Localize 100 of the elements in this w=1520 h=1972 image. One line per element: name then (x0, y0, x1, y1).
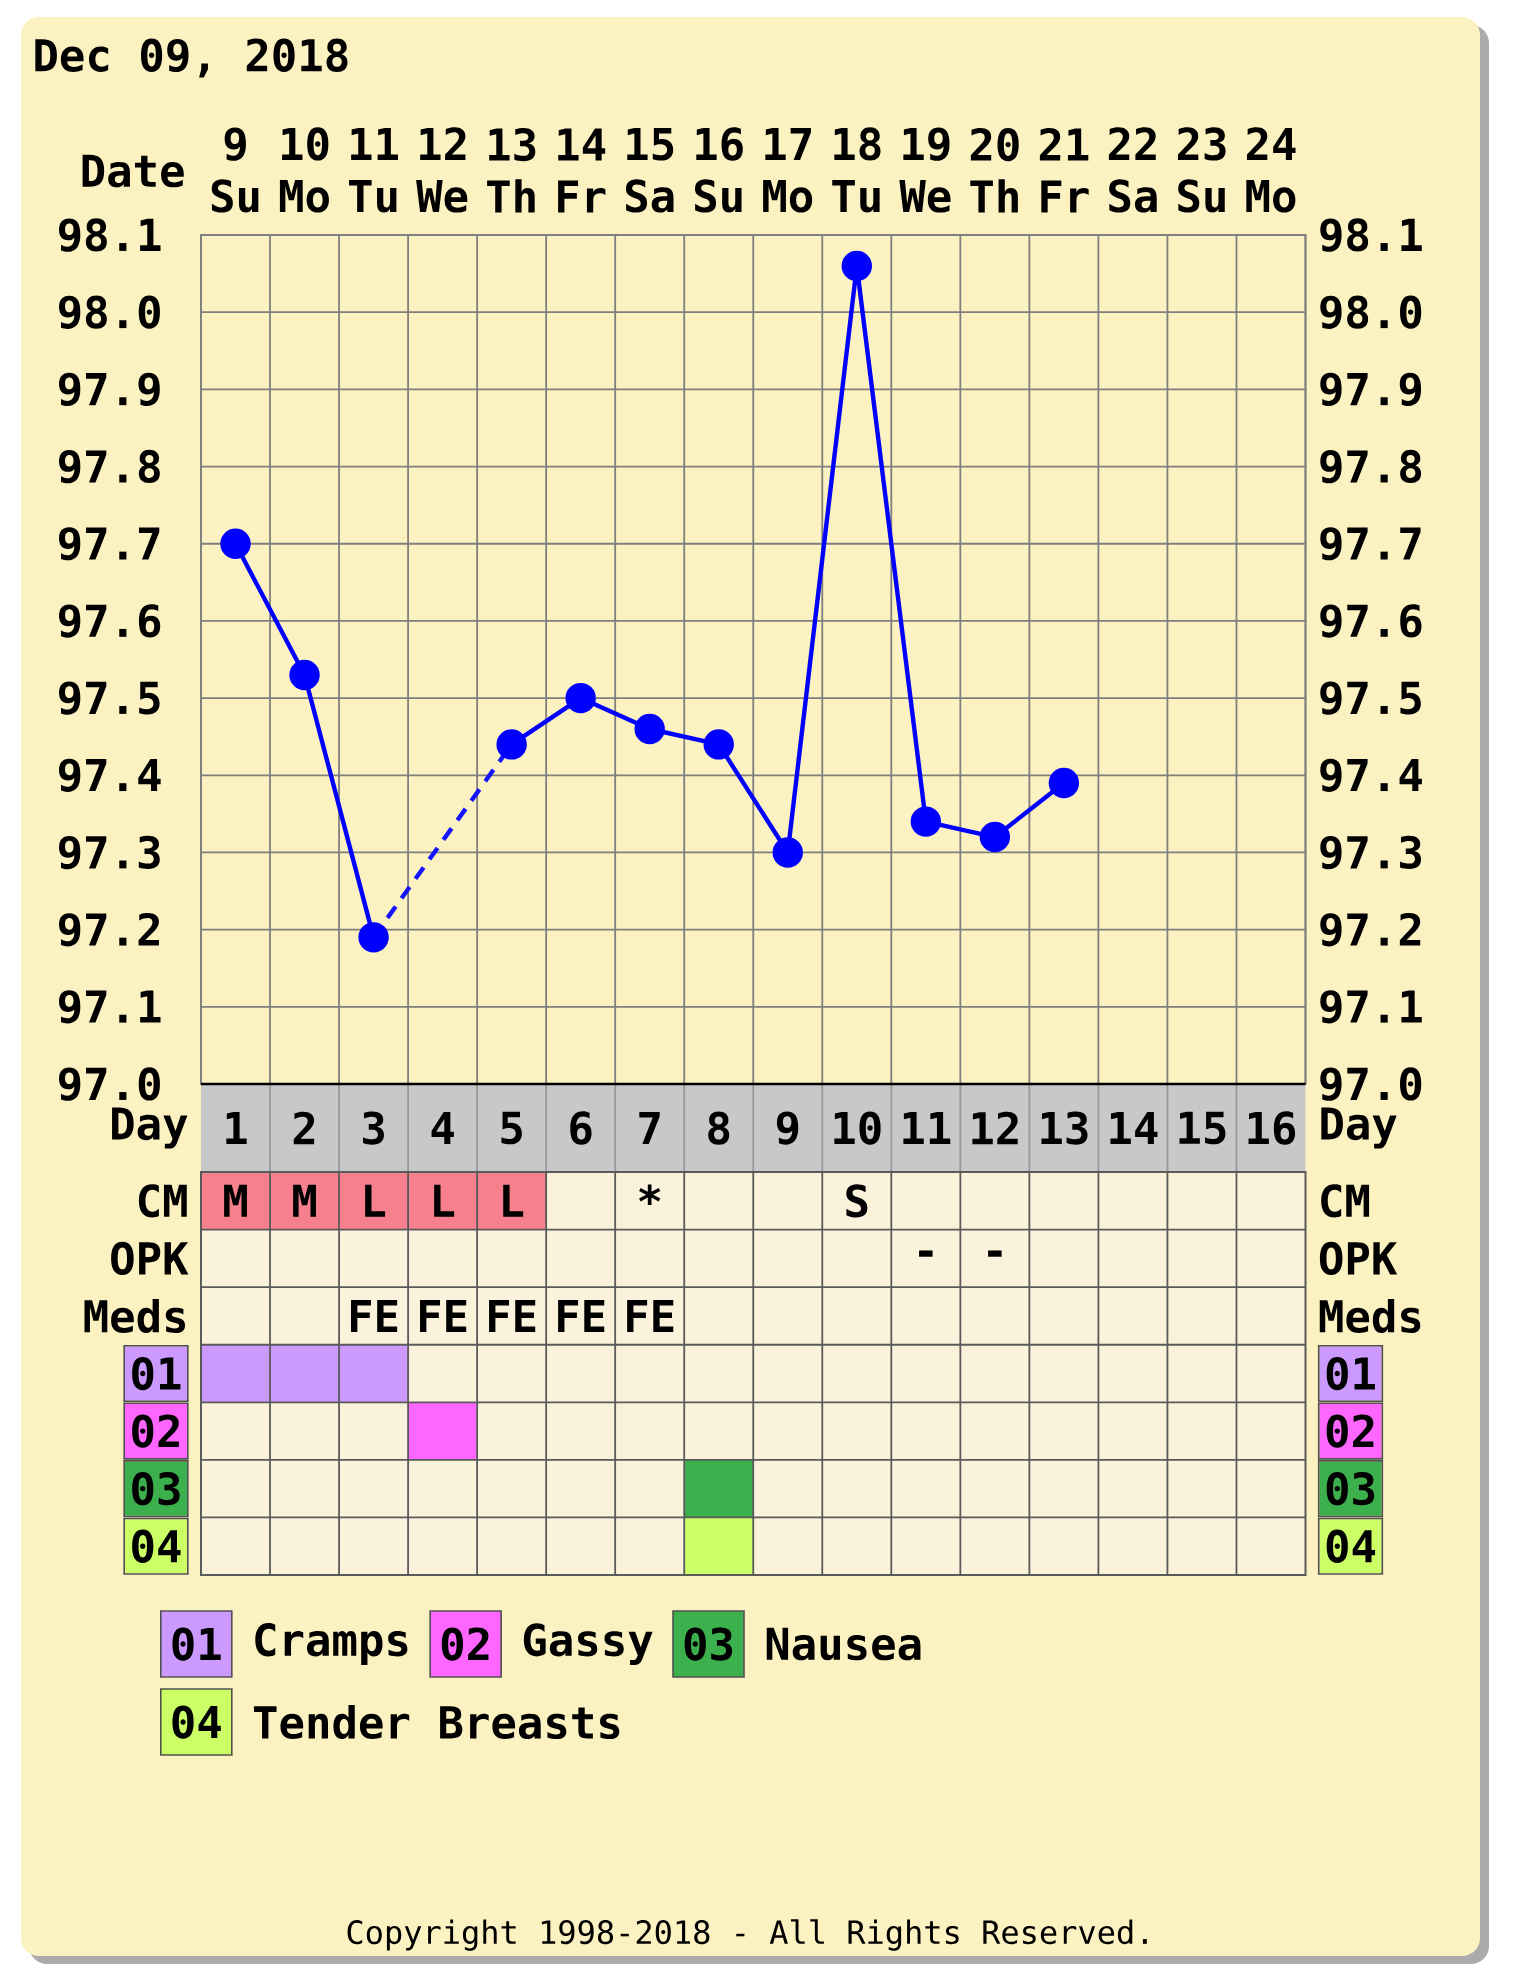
x-tick-label: 7 (639, 1111, 660, 1145)
text: FE (627, 1299, 674, 1332)
text: * (639, 1184, 661, 1205)
y2-tick-label: CM (1321, 1184, 1370, 1218)
x-tick-label: 9 (776, 1111, 799, 1145)
y-tick-label: OPK (111, 1241, 189, 1276)
y2-tick-label: 97.6 (1320, 604, 1422, 638)
x-tick-label: 22 Sa (1108, 127, 1157, 213)
x-tick-label: 24 Mo (1246, 127, 1296, 213)
y-tick-label: 03 (132, 1472, 180, 1506)
y-tick-label: 97.8 (59, 449, 160, 484)
x-tick-label: 21 Fr (1039, 127, 1089, 213)
text: FE (489, 1299, 536, 1332)
point (220, 528, 251, 559)
y2-tick-label: Meds (1319, 1298, 1421, 1333)
y2-tick-label: 97.8 (1320, 449, 1422, 484)
text: L (503, 1184, 524, 1217)
point (358, 922, 389, 953)
y-tick-label: 97.4 (59, 758, 161, 792)
x-tick-label: 14 (1110, 1111, 1158, 1145)
x-tick-label: 12 (972, 1111, 1018, 1145)
y-tick-label: 02 (132, 1414, 179, 1448)
x-tick-label: 16 Su (695, 127, 743, 213)
y2-tick-label: 97.2 (1320, 912, 1421, 947)
y-tick-label: 97.1 (59, 990, 161, 1024)
y2-tick-label: 02 (1326, 1414, 1374, 1448)
x-tick-label: 14 Fr (558, 128, 606, 213)
point (703, 729, 734, 760)
x-tick-label: 18 Tu (832, 127, 881, 213)
x-tick-label: 15 Sa (625, 127, 674, 213)
x-axis-title: Day (112, 1107, 188, 1149)
y2-tick-label: 03 (1326, 1472, 1375, 1506)
text: Day (1321, 1107, 1397, 1149)
legend-label: Nausea (766, 1627, 921, 1661)
text: M (293, 1184, 316, 1217)
text: S (846, 1184, 868, 1218)
category-label: 03 (684, 1627, 733, 1661)
y-tick-label: 97.0 (59, 1067, 160, 1101)
chart-title: Dec 09, 2018 (35, 38, 348, 78)
y-tick-label: 97.5 (59, 681, 160, 715)
x-tick-label: 20 Th (970, 127, 1019, 213)
x-tick-label: 6 (570, 1111, 592, 1145)
point (841, 250, 872, 282)
y2-tick-label: 01 (1326, 1356, 1375, 1391)
y2-tick-label: 97.5 (1320, 681, 1421, 715)
x-tick-label: 1 (226, 1111, 247, 1145)
category-label: 04 (172, 1705, 221, 1739)
x-tick-label: 4 (431, 1111, 454, 1145)
y-tick-label: 97.6 (59, 604, 161, 638)
y-tick-label: 98.0 (59, 295, 160, 329)
text: FE (351, 1299, 398, 1332)
x-tick-label: 8 (708, 1111, 730, 1145)
category-label: 02 (441, 1627, 489, 1661)
y2-tick-label: 97.1 (1320, 990, 1422, 1024)
text: - (919, 1250, 933, 1257)
y-tick-label: Meds (84, 1298, 186, 1333)
text: FE (558, 1299, 605, 1332)
y-tick-label: 97.9 (59, 372, 160, 406)
x-axis-title: Date (82, 154, 184, 188)
point (772, 837, 803, 868)
y2-tick-label: OPK (1319, 1241, 1398, 1276)
category-label: 01 (172, 1627, 221, 1661)
text: FE (420, 1299, 467, 1332)
x-tick-label: 10 (834, 1111, 881, 1145)
x-tick-label: 3 (363, 1111, 384, 1145)
y-tick-label: 04 (132, 1529, 181, 1563)
x-tick-label: 2 (293, 1111, 315, 1145)
y2-tick-label: 97.0 (1320, 1067, 1422, 1101)
legend-label: Cramps (255, 1623, 408, 1665)
y2-tick-label: 04 (1326, 1529, 1376, 1563)
x-tick-label: 11 Tu (349, 127, 398, 213)
x-tick-label: 17 Mo (763, 127, 813, 213)
x-tick-label: 11 (903, 1111, 951, 1145)
y2-tick-label: 97.9 (1320, 372, 1422, 406)
text: - (988, 1250, 1002, 1257)
y-tick-label: 98.1 (59, 218, 161, 252)
point (289, 659, 320, 691)
x-tick-label: 5 (501, 1111, 522, 1145)
point (979, 821, 1011, 853)
x-tick-label: 19 We (899, 127, 951, 213)
x-tick-label: 15 (1179, 1111, 1226, 1145)
point (565, 682, 596, 714)
text: Copyright 1998-2018 - All Rights Reserved. (347, 1919, 1147, 1951)
point (496, 729, 527, 760)
legend-label: Tender Breasts (253, 1704, 620, 1740)
y2-tick-label: 98.0 (1320, 295, 1422, 329)
y-tick-label: 01 (132, 1356, 181, 1391)
text: L (365, 1184, 386, 1217)
x-tick-label: 12 We (416, 127, 468, 213)
point (1048, 767, 1080, 799)
y2-tick-label: 97.7 (1320, 527, 1421, 561)
x-tick-label: 13 Th (487, 127, 536, 213)
x-tick-label: 23 Su (1177, 127, 1226, 213)
text: L (434, 1184, 455, 1217)
y2-tick-label: 98.1 (1320, 218, 1422, 252)
point (910, 806, 942, 837)
y-tick-label: 97.2 (59, 912, 159, 947)
x-tick-label: 9 Su (211, 127, 259, 213)
y-tick-label: 97.3 (59, 835, 160, 870)
y-tick-label: 97.7 (59, 527, 160, 561)
